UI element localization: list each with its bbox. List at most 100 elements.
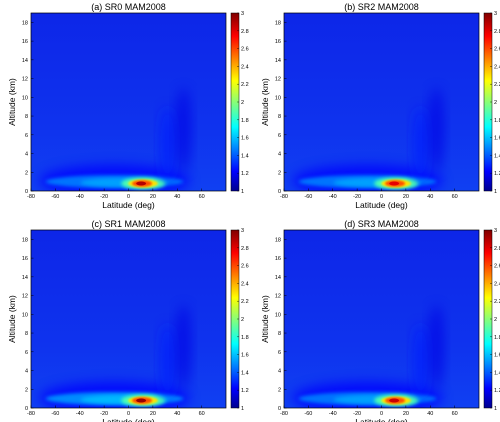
colorbar-tick-label: 1.4 xyxy=(241,153,249,159)
x-tick-label: -40 xyxy=(76,194,84,200)
x-tick-label: 40 xyxy=(427,411,433,417)
colorbar-tick-label: 1.8 xyxy=(494,335,500,341)
x-tick-label: 0 xyxy=(380,411,383,417)
x-tick-label: 20 xyxy=(150,411,156,417)
y-tick-label: 6 xyxy=(25,350,28,356)
y-tick-label: 14 xyxy=(22,275,28,281)
y-tick-labels: 0 2 4 6 8 10 12 14 16 18 xyxy=(22,237,34,412)
x-tick-label: 0 xyxy=(127,194,130,200)
y-tick-label: 16 xyxy=(22,256,28,262)
x-tick-label: -40 xyxy=(329,411,337,417)
x-tick-label: 60 xyxy=(199,411,205,417)
y-tick-label: 8 xyxy=(278,114,281,120)
x-tick-label: 40 xyxy=(174,194,180,200)
colorbar-tick-label: 1.2 xyxy=(241,388,249,394)
x-tick-label: 20 xyxy=(403,411,409,417)
y-tick-label: 10 xyxy=(22,95,28,101)
chart-title: (a) SR0 MAM2008 xyxy=(91,2,166,12)
maximum-core xyxy=(136,181,147,186)
x-tick-labels: -80 -60 -40 -20 0 20 40 60 xyxy=(27,188,205,200)
colorbar-tick-label: 3 xyxy=(241,11,244,17)
maximum-core xyxy=(389,398,400,403)
chart-title: (c) SR1 MAM2008 xyxy=(91,219,165,229)
colorbar-tick-label: 1 xyxy=(494,189,497,195)
colorbar-tick-label: 1.4 xyxy=(241,370,249,376)
colorbar-tick-label: 2.2 xyxy=(241,299,249,305)
colorbar-tick-label: 1.6 xyxy=(494,136,500,142)
y-tick-label: 4 xyxy=(25,152,28,158)
maximum-core xyxy=(136,398,147,403)
colorbar-tick-label: 2.8 xyxy=(494,29,500,35)
plume-2 xyxy=(413,323,428,399)
heatmap-background xyxy=(31,13,226,191)
x-tick-label: 60 xyxy=(199,194,205,200)
plume-2 xyxy=(160,106,175,182)
colorbar-tick-label: 1.6 xyxy=(241,136,249,142)
heatmap-background xyxy=(284,13,479,191)
y-axis-label: Altitude (km) xyxy=(260,295,270,343)
colorbar-tick-label: 1.2 xyxy=(241,171,249,177)
colorbar-tick-label: 2 xyxy=(241,100,244,106)
x-axis-label: Latitude (deg) xyxy=(102,417,155,422)
y-tick-label: 16 xyxy=(275,39,281,45)
colorbar-tick-label: 2.4 xyxy=(494,281,500,287)
x-tick-label: 0 xyxy=(380,194,383,200)
colorbar-tick-label: 2.8 xyxy=(241,246,249,252)
chart-title: (d) SR3 MAM2008 xyxy=(344,219,419,229)
x-tick-label: -80 xyxy=(27,411,35,417)
heatmap-background xyxy=(31,230,226,408)
colorbar-tick-label: 2 xyxy=(494,100,497,106)
y-tick-label: 18 xyxy=(275,20,281,26)
colorbar-tick-label: 2.4 xyxy=(241,64,249,70)
heatmap-field xyxy=(284,13,479,191)
y-tick-label: 14 xyxy=(275,58,281,64)
chart-title: (b) SR2 MAM2008 xyxy=(344,2,419,12)
y-tick-label: 6 xyxy=(25,133,28,139)
colorbar-tick-label: 2.2 xyxy=(494,299,500,305)
y-tick-label: 16 xyxy=(22,39,28,45)
y-tick-label: 0 xyxy=(25,189,28,195)
colorbar-tick-label: 2 xyxy=(494,317,497,323)
heatmap-background xyxy=(284,230,479,408)
colorbar-tick-label: 3 xyxy=(494,11,497,17)
colorbar-tick-label: 1.8 xyxy=(241,335,249,341)
colorbar-tick-label: 1.8 xyxy=(241,118,249,124)
y-tick-label: 18 xyxy=(22,237,28,243)
x-axis-label: Latitude (deg) xyxy=(355,200,408,210)
x-tick-label: -60 xyxy=(51,411,59,417)
x-axis-label: Latitude (deg) xyxy=(102,200,155,210)
x-tick-label: -20 xyxy=(353,411,361,417)
y-tick-label: 0 xyxy=(25,406,28,412)
colorbar-tick-label: 1.4 xyxy=(494,153,500,159)
x-tick-label: 40 xyxy=(174,411,180,417)
y-axis-label: Altitude (km) xyxy=(7,295,17,343)
plume-2 xyxy=(160,323,175,399)
plume-3 xyxy=(429,304,444,390)
colorbar: 1 1.2 1.4 1.6 1.8 2 2.2 2.4 2.6 2.8 3 xyxy=(230,228,249,412)
y-tick-label: 0 xyxy=(278,406,281,412)
colorbar-tick-label: 2.6 xyxy=(494,264,500,270)
heatmap-field xyxy=(284,230,479,408)
y-tick-labels: 0 2 4 6 8 10 12 14 16 18 xyxy=(275,237,287,412)
colorbar-tick-label: 2 xyxy=(241,317,244,323)
y-tick-label: 8 xyxy=(278,331,281,337)
x-tick-label: -20 xyxy=(100,411,108,417)
colorbar-tick-label: 1.2 xyxy=(494,388,500,394)
y-tick-label: 12 xyxy=(275,77,281,83)
x-tick-label: 40 xyxy=(427,194,433,200)
x-tick-label: -80 xyxy=(27,194,35,200)
y-axis-label: Altitude (km) xyxy=(7,78,17,126)
x-tick-label: 20 xyxy=(150,194,156,200)
colorbar-tick-label: 1.8 xyxy=(494,118,500,124)
y-tick-label: 18 xyxy=(275,237,281,243)
colorbar-tick-label: 1.4 xyxy=(494,370,500,376)
heatmap-field xyxy=(31,13,226,191)
colorbar-tick-label: 2.2 xyxy=(494,82,500,88)
x-tick-label: -20 xyxy=(100,194,108,200)
colorbar: 1 1.2 1.4 1.6 1.8 2 2.2 2.4 2.6 2.8 3 xyxy=(483,228,500,412)
colorbar-tick-label: 3 xyxy=(494,228,497,234)
colorbar-tick-label: 2.4 xyxy=(494,64,500,70)
